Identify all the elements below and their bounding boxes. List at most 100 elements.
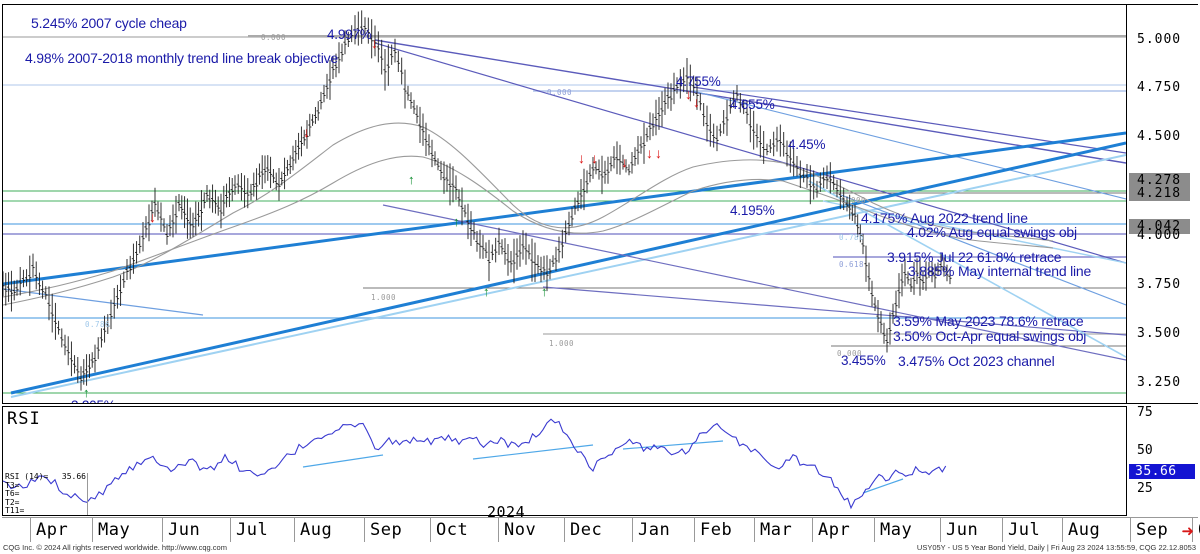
horizontal-levels <box>3 35 1126 394</box>
year-label: 2024 <box>487 503 526 521</box>
date-axis-month: Apr <box>812 518 850 542</box>
price-axis-label: 3.250 <box>1137 375 1182 390</box>
date-axis-month: Nov <box>498 518 536 542</box>
price-axis-label: 3.500 <box>1137 326 1182 341</box>
price-axis-label: 4.500 <box>1137 129 1182 144</box>
sell-signal-arrow-icon: ↓ <box>591 150 598 166</box>
price-axis-scale[interactable]: 5.000 4.750 4.500 4.278 4.218 4.042 4.000 3.750… <box>1127 4 1198 404</box>
rsi-title: RSI <box>7 409 41 429</box>
annotation-a3: 4.997% <box>327 27 372 42</box>
sell-signal-arrow-icon: ↓ <box>578 150 585 166</box>
date-axis-month: Dec <box>564 518 602 542</box>
price-axis-highlight-label: 4.218 <box>1129 186 1190 201</box>
sell-signal-arrow-icon: ↓ <box>693 94 700 110</box>
annotation-a4: 4.755% <box>676 74 721 89</box>
fib-level-label: 0.786 <box>839 233 865 242</box>
annotation-a16: 3.205% <box>71 398 116 403</box>
fib-level-label: 1.000 <box>549 339 575 348</box>
price-chart-canvas <box>3 10 1126 398</box>
fib-level-label: 0.000 <box>837 349 863 358</box>
rsi-legend-box: RSI (14)= 35.66 T3=T6=T2=T11=T12= <box>5 472 88 516</box>
annotation-a11: 3.885% May internal trend line <box>908 263 1092 279</box>
buy-signal-arrow-icon: ↑ <box>408 172 415 187</box>
date-axis-month: Aug <box>1062 518 1100 542</box>
rsi-legend-row: T2= <box>5 497 87 508</box>
annotation-a15: 3.475% Oct 2023 channel <box>898 353 1055 369</box>
buy-signal-arrow-icon: ↑ <box>453 214 460 229</box>
price-axis-label: 5.000 <box>1137 32 1182 47</box>
rsi-legend-name: T6= <box>5 489 20 499</box>
rsi-legend-name: T12= <box>5 515 24 516</box>
annotation-a6: 4.45% <box>788 137 826 152</box>
fib-level-label: 0.000 <box>547 88 573 97</box>
rsi-axis-label: 25 <box>1137 481 1153 496</box>
price-axis-label: 4.750 <box>1137 80 1182 95</box>
scroll-right-arrow-icon[interactable]: ➜ <box>1181 523 1194 540</box>
sell-signal-arrow-icon: ↓ <box>371 35 378 51</box>
buy-signal-arrow-icon: ↑ <box>541 284 548 299</box>
price-bars <box>3 10 952 391</box>
fib-level-label: 1.000 <box>371 293 397 302</box>
date-axis-month: May <box>92 518 130 542</box>
rsi-legend-name: T11= <box>5 506 25 516</box>
rsi-axis-label: 50 <box>1137 443 1153 458</box>
sell-signal-arrow-icon: ↓ <box>149 209 156 225</box>
rsi-trend-lines <box>302 440 904 494</box>
price-axis-highlight-label: 4.042 <box>1129 219 1190 234</box>
rsi-legend-value: 35.66 <box>61 472 86 481</box>
rsi-legend-name: T3= <box>5 480 20 490</box>
price-axis-label: 3.750 <box>1137 277 1182 292</box>
price-axis-label: 4.000 <box>1137 228 1182 243</box>
annotation-a2: 4.98% 2007-2018 monthly trend line break… <box>25 50 338 66</box>
date-axis-month: Mar <box>754 518 792 542</box>
date-axis-month: May <box>874 518 912 542</box>
date-axis-month: Sep <box>1130 518 1168 542</box>
annotation-a8: 4.175% Aug 2022 trend line <box>861 210 1028 226</box>
date-axis-month: Oct <box>1192 518 1200 542</box>
annotation-a5: 4.655% <box>730 97 775 112</box>
fib-level-label: 0.786 <box>85 320 111 329</box>
date-axis-month: Oct <box>430 518 468 542</box>
annotation-a10: 3.915% Jul 22 61.8% retrace <box>887 249 1062 265</box>
annotation-a7: 4.195% <box>730 203 775 218</box>
fib-level-label: 0.618 <box>839 260 865 269</box>
rsi-legend-row: RSI (14)= 35.66 <box>5 472 87 482</box>
fib-level-label: 0.000 <box>261 33 287 42</box>
rsi-value-label: 35.66 <box>1129 464 1195 479</box>
rsi-legend-row: T3= <box>5 480 87 491</box>
rsi-legend-row: T6= <box>5 489 87 499</box>
rsi-axis-scale[interactable]: 75 50 35.66 25 <box>1127 405 1198 516</box>
annotation-a14: 3.455% <box>841 353 886 368</box>
fib-level-label: 0.000 <box>841 196 867 205</box>
date-axis-month: Jul <box>1002 518 1040 542</box>
rsi-legend-name: RSI (14)= <box>5 472 49 481</box>
sell-signal-arrow-icon: ↓ <box>655 145 662 161</box>
sell-signal-arrow-icon: ↓ <box>646 145 653 161</box>
price-chart-pane[interactable]: 5.245% 2007 cycle cheap 4.98% 2007-2018 m… <box>2 4 1127 404</box>
date-axis-month: Jan <box>632 518 670 542</box>
sell-signal-arrow-icon: ↓ <box>621 154 628 170</box>
rsi-indicator-pane[interactable]: RSI RSI (14)= 35.66 T3=T6=T2=T11=T12= <box>2 406 1127 516</box>
trend-lines <box>3 39 1126 398</box>
date-axis-month: Jun <box>162 518 200 542</box>
rsi-canvas <box>3 418 947 510</box>
copyright-notice: CQG Inc. © 2024 All rights reserved worl… <box>3 543 227 552</box>
status-bar: USY05Y - US 5 Year Bond Yield, Daily | F… <box>916 543 1196 552</box>
annotation-a9: 4.02% Aug equal swings obj <box>907 224 1077 240</box>
date-axis-month: Apr <box>30 518 68 542</box>
rsi-legend-name: T2= <box>5 497 20 507</box>
date-axis-month: Jun <box>940 518 978 542</box>
annotation-a13: 3.50% Oct-Apr equal swings obj <box>893 328 1087 344</box>
sell-signal-arrow-icon: ↓ <box>303 124 310 140</box>
date-axis-month: Jul <box>230 518 268 542</box>
rsi-axis-label: 75 <box>1137 405 1153 420</box>
date-axis-month: Feb <box>694 518 732 542</box>
date-axis-month: Sep <box>364 518 402 542</box>
annotation-a1: 5.245% 2007 cycle cheap <box>31 15 187 31</box>
rsi-legend-row: T11= <box>5 506 87 516</box>
date-axis[interactable]: Apr May Jun Jul Aug Sep Oct Nov Dec Jan Feb Mar Apr M… <box>2 517 1200 542</box>
price-axis-highlight-label: 4.278 <box>1129 173 1190 188</box>
sell-signal-arrow-icon: ↓ <box>685 86 692 102</box>
date-axis-month: Aug <box>294 518 332 542</box>
